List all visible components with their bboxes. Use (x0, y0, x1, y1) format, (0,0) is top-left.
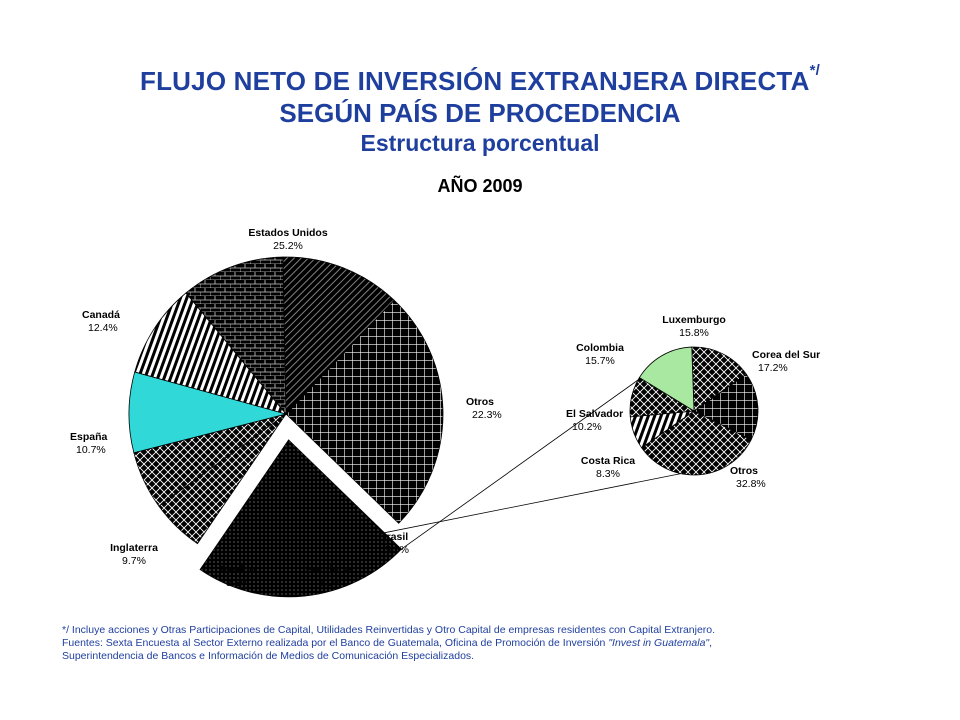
title-footnote-mark: */ (809, 62, 820, 79)
footnotes: */ Incluye acciones y Otras Participacio… (62, 624, 882, 663)
main-value-estados-unidos: 25.2% (273, 240, 303, 252)
main-slice-espana (185, 256, 287, 416)
main-slice-estados-unidos (285, 299, 444, 524)
breakdown-slice-luxemburgo (691, 346, 747, 412)
main-label-canada: Canadá (82, 309, 120, 321)
slice-labels: Estados Unidos25.2%Otros22.3%Brasil5.5%H… (70, 227, 820, 589)
sources-comma: , (709, 637, 713, 649)
breakdown-slice-colombia (638, 346, 695, 412)
main-slice-otros (199, 439, 402, 598)
chart-title-line-2: SEGÚN PAÍS DE PROCEDENCIA (279, 98, 681, 128)
chart-title: FLUJO NETO DE INVERSIÓN EXTRANJERA DIREC… (0, 62, 960, 97)
breakdown-pie (629, 346, 759, 476)
footnote-sources: Fuentes: Sexta Encuesta al Sector Extern… (62, 637, 882, 650)
chart-year: AÑO 2009 (437, 176, 523, 196)
breakdown-value-el-salvador: 10.2% (572, 421, 602, 433)
main-value-otros: 22.3% (472, 409, 502, 421)
breakdown-label-colombia: Colombia (576, 342, 624, 354)
main-slice-canada (282, 256, 395, 415)
breakdown-value-otros: 32.8% (736, 478, 766, 490)
breakdown-value-luxemburgo: 15.8% (679, 327, 709, 339)
main-label-brasil: Brasil (379, 531, 408, 543)
main-value-honduras: 6.0% (318, 577, 342, 589)
breakdown-slice-otros (641, 410, 752, 476)
breakdown-value-corea-del-sur: 17.2% (758, 362, 788, 374)
title-line-1: FLUJO NETO DE INVERSIÓN EXTRANJERA DIREC… (140, 66, 810, 96)
main-label-honduras: Honduras (305, 564, 354, 576)
sources-italic: "Invest in Guatemala" (608, 637, 710, 649)
breakdown-value-colombia: 15.7% (585, 355, 615, 367)
main-value-espana: 10.7% (76, 444, 106, 456)
main-label-mexico: México (220, 564, 256, 576)
main-label-inglaterra: Inglaterra (110, 542, 158, 554)
chart-subtitle: Estructura porcentual (360, 130, 600, 156)
main-label-estados-unidos: Estados Unidos (248, 227, 328, 239)
breakdown-label-otros: Otros (730, 465, 758, 477)
main-value-mexico: 8.3% (226, 577, 250, 589)
connector-line-top (401, 349, 681, 550)
main-pie (128, 256, 444, 598)
breakdown-label-luxemburgo: Luxemburgo (662, 314, 726, 326)
main-value-brasil: 5.5% (385, 544, 409, 556)
main-label-otros: Otros (466, 396, 494, 408)
breakdown-slice-corea-del-sur (693, 373, 759, 441)
breakdown-value-costa-rica: 8.3% (596, 468, 620, 480)
sources-text: Fuentes: Sexta Encuesta al Sector Extern… (62, 637, 609, 649)
main-slice-inglaterra (134, 292, 288, 415)
main-value-inglaterra: 9.7% (122, 555, 146, 567)
footnote-sources-cont: Superintendencia de Bancos e Información… (62, 650, 475, 662)
breakdown-label-corea-del-sur: Corea del Sur (752, 349, 820, 361)
main-value-canada: 12.4% (88, 322, 118, 334)
breakdown-label-el-salvador: El Salvador (566, 408, 623, 420)
main-label-espana: España (70, 431, 108, 443)
breakdown-label-costa-rica: Costa Rica (581, 455, 635, 467)
footnote-definition: */ Incluye acciones y Otras Participacio… (62, 624, 716, 636)
